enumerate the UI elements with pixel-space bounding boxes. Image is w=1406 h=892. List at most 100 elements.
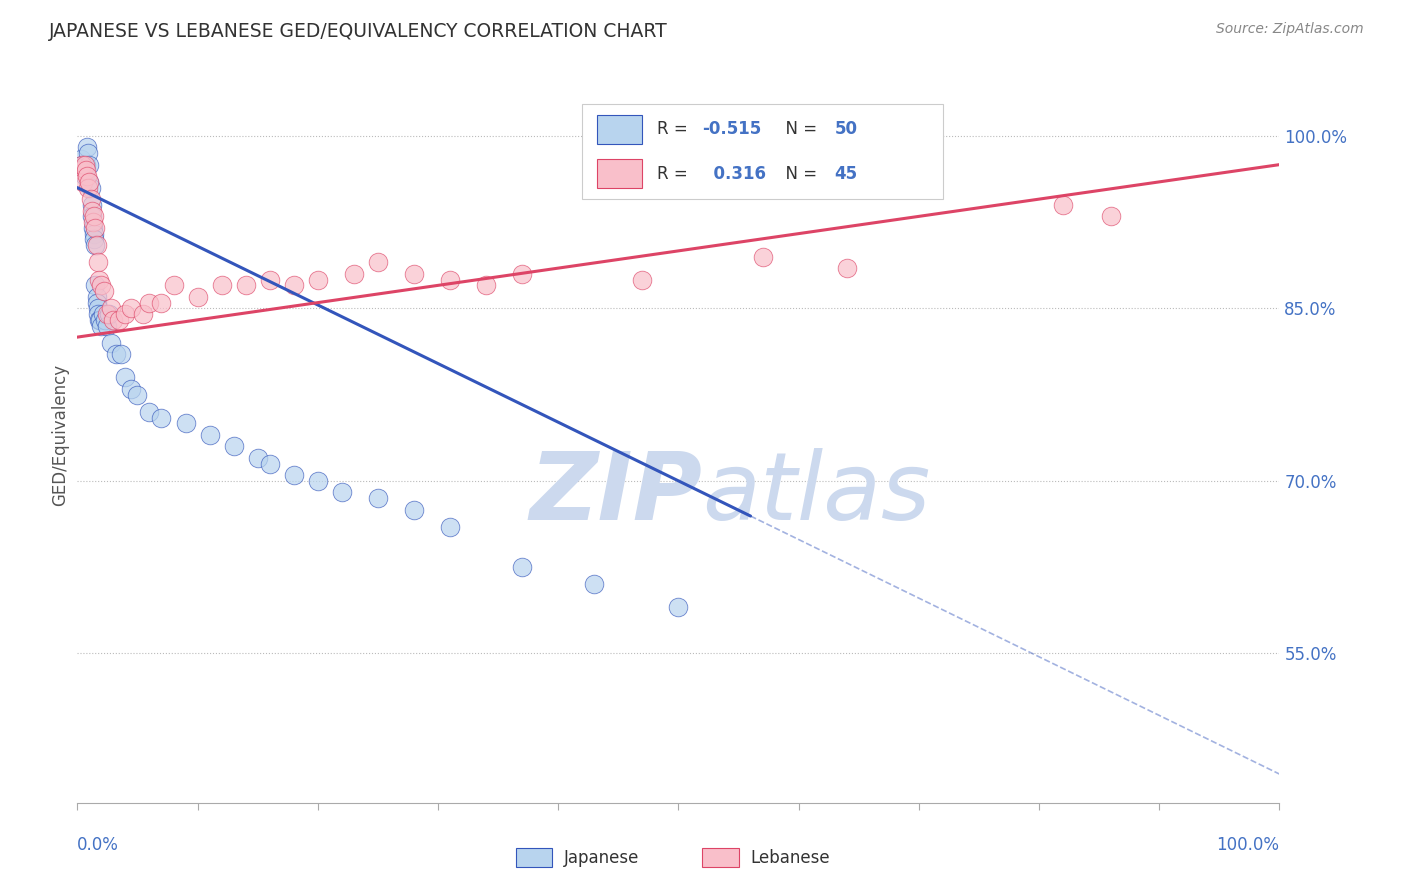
Point	[114, 307, 136, 321]
Point	[82, 220, 104, 235]
Point	[283, 468, 305, 483]
Point	[90, 278, 112, 293]
Point	[87, 272, 110, 286]
Point	[70, 158, 93, 172]
Point	[82, 215, 104, 229]
Point	[79, 175, 101, 189]
Point	[1052, 198, 1074, 212]
Point	[87, 313, 110, 327]
Point	[100, 335, 122, 350]
Point	[150, 295, 173, 310]
Text: R =: R =	[657, 165, 693, 183]
Text: 50: 50	[835, 120, 858, 138]
Point	[84, 220, 107, 235]
Point	[138, 405, 160, 419]
Point	[87, 255, 110, 269]
Point	[73, 158, 96, 172]
Point	[1099, 210, 1122, 224]
FancyBboxPatch shape	[516, 848, 553, 867]
Text: -0.515: -0.515	[703, 120, 762, 138]
Point	[86, 290, 108, 304]
Point	[120, 382, 142, 396]
Point	[510, 560, 533, 574]
Point	[307, 474, 329, 488]
Point	[75, 163, 97, 178]
Point	[80, 198, 103, 212]
Text: 45: 45	[835, 165, 858, 183]
Point	[343, 267, 366, 281]
Text: ZIP: ZIP	[530, 448, 703, 540]
Text: atlas: atlas	[703, 448, 931, 540]
Point	[510, 267, 533, 281]
Text: 100.0%: 100.0%	[1216, 836, 1279, 854]
Point	[83, 210, 105, 224]
Point	[162, 278, 184, 293]
Point	[70, 152, 93, 166]
Point	[367, 491, 389, 505]
Point	[72, 175, 94, 189]
FancyBboxPatch shape	[703, 848, 738, 867]
Point	[84, 278, 107, 293]
Point	[97, 307, 120, 321]
Point	[283, 278, 305, 293]
Point	[96, 307, 118, 321]
Point	[77, 146, 100, 161]
Point	[108, 313, 131, 327]
Point	[307, 272, 329, 286]
Point	[79, 158, 101, 172]
Point	[91, 307, 114, 321]
Point	[79, 180, 101, 194]
Point	[86, 295, 108, 310]
Point	[100, 301, 122, 316]
Point	[222, 439, 245, 453]
Point	[90, 318, 112, 333]
Text: Lebanese: Lebanese	[751, 849, 830, 867]
Point	[103, 313, 125, 327]
Point	[235, 278, 257, 293]
Text: Source: ZipAtlas.com: Source: ZipAtlas.com	[1216, 22, 1364, 37]
Point	[120, 301, 142, 316]
Point	[367, 255, 389, 269]
Point	[127, 387, 149, 401]
Point	[259, 457, 281, 471]
Point	[77, 180, 100, 194]
FancyBboxPatch shape	[596, 159, 643, 188]
Text: Japanese: Japanese	[564, 849, 640, 867]
Point	[72, 163, 94, 178]
Text: JAPANESE VS LEBANESE GED/EQUIVALENCY CORRELATION CHART: JAPANESE VS LEBANESE GED/EQUIVALENCY COR…	[49, 22, 668, 41]
Point	[259, 272, 281, 286]
Point	[631, 272, 654, 286]
Point	[79, 175, 101, 189]
Point	[93, 284, 115, 298]
Point	[94, 313, 117, 327]
Text: R =: R =	[657, 120, 693, 138]
Point	[668, 600, 690, 615]
Point	[87, 307, 110, 321]
Point	[138, 295, 160, 310]
Point	[583, 577, 606, 591]
Point	[73, 169, 96, 183]
Point	[439, 272, 461, 286]
Point	[439, 520, 461, 534]
Point	[402, 267, 425, 281]
Point	[70, 163, 93, 178]
FancyBboxPatch shape	[596, 115, 643, 145]
Point	[84, 238, 107, 252]
Text: 0.316: 0.316	[703, 165, 766, 183]
Point	[150, 410, 173, 425]
FancyBboxPatch shape	[582, 103, 943, 200]
Y-axis label: GED/Equivalency: GED/Equivalency	[51, 364, 69, 506]
Point	[83, 227, 105, 241]
Point	[76, 169, 98, 183]
Point	[835, 261, 858, 276]
Text: 0.0%: 0.0%	[77, 836, 120, 854]
Point	[198, 428, 221, 442]
Point	[76, 140, 98, 154]
Point	[186, 290, 209, 304]
Point	[174, 417, 197, 431]
Point	[79, 192, 101, 206]
Point	[80, 203, 103, 218]
Point	[330, 485, 353, 500]
Text: N =: N =	[775, 120, 823, 138]
Point	[96, 318, 118, 333]
